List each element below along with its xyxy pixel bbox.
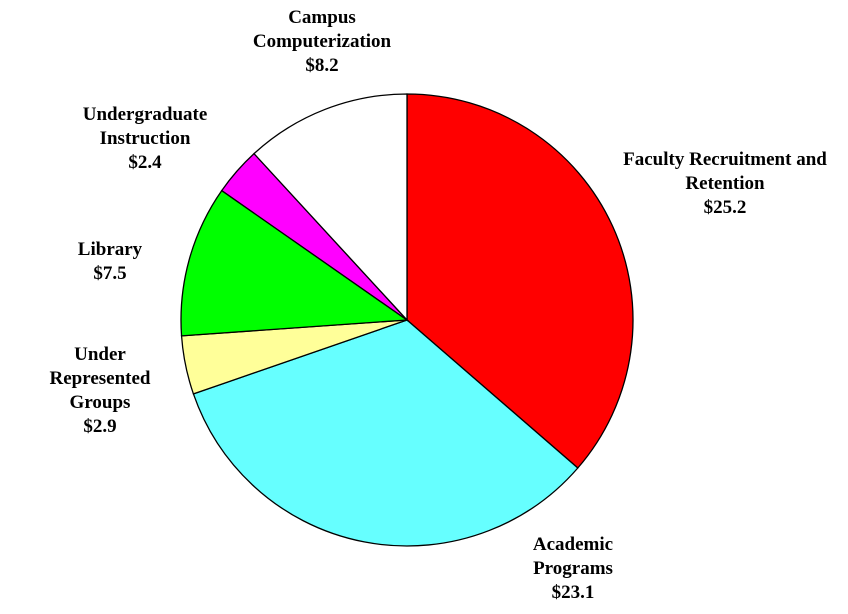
pie-slice xyxy=(253,93,408,322)
category-label: Campus Computerization xyxy=(252,7,392,52)
slice-label: Under Represented Groups $2.9 xyxy=(25,343,175,439)
pie-slice xyxy=(180,189,409,337)
value-label: $23.1 xyxy=(551,582,595,603)
category-label: Under Represented Groups xyxy=(49,344,151,413)
slice-label: Campus Computerization $8.2 xyxy=(247,6,397,78)
pie-slice xyxy=(192,319,579,547)
value-label: $2.4 xyxy=(128,152,162,173)
pie-slice xyxy=(406,93,634,469)
category-label: Library xyxy=(77,239,143,260)
slice-label: Academic Programs $23.1 xyxy=(508,533,638,605)
value-label: $25.2 xyxy=(703,197,747,218)
slice-label: Library $7.5 xyxy=(60,238,160,286)
value-label: $8.2 xyxy=(305,55,339,76)
slice-label: Faculty Recruitment and Retention $25.2 xyxy=(608,148,843,220)
category-label: Faculty Recruitment and Retention xyxy=(623,149,827,194)
category-label: Undergraduate Instruction xyxy=(82,104,208,149)
slice-label: Undergraduate Instruction $2.4 xyxy=(55,103,235,175)
category-label: Academic Programs xyxy=(532,534,614,579)
value-label: $2.9 xyxy=(83,416,117,437)
value-label: $7.5 xyxy=(93,263,127,284)
